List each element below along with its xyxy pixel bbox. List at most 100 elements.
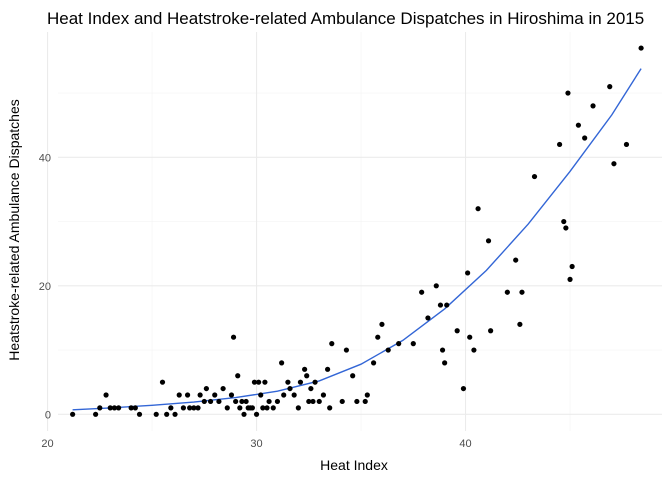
data-point	[184, 392, 191, 398]
data-point	[116, 405, 122, 411]
data-point	[362, 398, 368, 405]
data-point	[220, 385, 226, 392]
data-point	[249, 405, 255, 411]
data-point	[195, 405, 201, 411]
data-point	[291, 392, 297, 398]
data-point	[258, 392, 264, 398]
data-point	[256, 379, 262, 385]
data-point	[304, 373, 310, 379]
chart-title: Heat Index and Heatstroke-related Ambula…	[47, 9, 644, 28]
data-point	[107, 405, 113, 411]
data-point	[266, 398, 272, 405]
data-point	[239, 398, 245, 405]
data-point	[623, 141, 630, 148]
data-point	[364, 392, 370, 398]
data-point	[467, 334, 473, 340]
data-point	[128, 405, 134, 411]
x-tick-labels: 20 30 40	[41, 438, 471, 450]
data-point	[465, 270, 471, 276]
data-point	[230, 334, 237, 340]
data-point	[607, 84, 613, 90]
data-point	[70, 411, 76, 417]
data-point	[444, 302, 450, 308]
data-point	[569, 263, 575, 270]
data-point	[103, 392, 109, 398]
data-point	[180, 405, 186, 411]
data-point	[460, 385, 467, 392]
data-point	[611, 161, 617, 167]
data-point	[159, 379, 166, 385]
data-point	[316, 398, 322, 405]
data-point	[306, 398, 312, 405]
data-point	[302, 366, 308, 372]
data-point	[287, 385, 293, 392]
data-point	[385, 347, 391, 353]
data-point	[513, 257, 519, 263]
data-point	[471, 347, 477, 353]
data-point	[396, 341, 402, 347]
data-point	[264, 405, 270, 411]
data-point	[582, 135, 588, 141]
data-point	[241, 411, 247, 417]
data-point	[251, 379, 258, 385]
data-point	[279, 360, 285, 366]
data-point	[563, 225, 569, 231]
data-point	[262, 379, 268, 385]
data-point	[212, 392, 218, 398]
data-point	[235, 373, 241, 379]
data-point	[233, 398, 239, 405]
data-point	[153, 411, 159, 417]
y-tick-label: 20	[39, 281, 51, 293]
data-point	[285, 379, 291, 385]
data-point	[295, 405, 301, 411]
data-point	[531, 173, 538, 180]
data-point	[228, 392, 235, 398]
x-tick-label: 30	[250, 438, 262, 450]
y-tick-label: 0	[45, 409, 51, 421]
data-point	[187, 405, 193, 411]
data-point	[370, 360, 377, 366]
trend-line	[72, 68, 642, 411]
data-point	[176, 392, 182, 398]
data-point	[253, 411, 260, 417]
y-tick-label: 40	[39, 152, 51, 164]
data-points	[70, 45, 644, 417]
data-point	[485, 238, 492, 244]
data-point	[590, 103, 596, 109]
y-tick-labels: 0 20 40	[39, 152, 51, 421]
data-point	[260, 405, 266, 411]
data-point	[519, 289, 525, 295]
data-point	[350, 373, 356, 379]
data-point	[454, 328, 460, 334]
data-point	[354, 398, 360, 405]
data-point	[343, 347, 350, 353]
data-point	[237, 405, 243, 411]
data-point	[575, 122, 582, 128]
data-point	[375, 334, 381, 340]
data-point	[488, 328, 494, 334]
data-point	[111, 405, 118, 411]
data-point	[243, 398, 249, 405]
data-point	[475, 206, 481, 212]
data-point	[442, 360, 448, 366]
data-point	[270, 405, 276, 411]
data-point	[136, 411, 143, 417]
data-point	[216, 398, 222, 405]
data-point	[339, 398, 345, 405]
data-point	[325, 366, 331, 372]
data-point	[203, 385, 209, 392]
data-point	[281, 392, 287, 398]
data-point	[419, 289, 425, 295]
data-point	[191, 405, 197, 411]
data-point	[207, 398, 214, 405]
data-point	[327, 405, 333, 411]
data-point	[297, 379, 304, 385]
data-point	[310, 398, 316, 405]
data-point	[567, 276, 573, 282]
data-point	[565, 90, 571, 96]
data-point	[517, 321, 523, 327]
data-point	[172, 411, 178, 417]
data-point	[556, 141, 563, 148]
data-point	[320, 392, 327, 398]
data-point	[638, 45, 644, 51]
